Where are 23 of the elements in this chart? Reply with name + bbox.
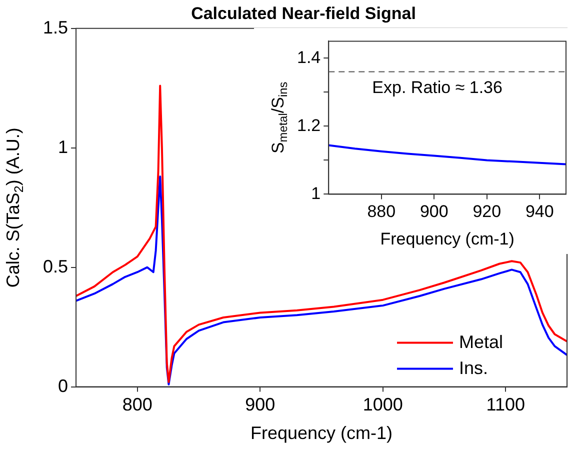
x-tick-label: 900 bbox=[420, 202, 448, 222]
y-tick-label: 0 bbox=[58, 376, 68, 396]
x-tick-label: 1100 bbox=[486, 394, 525, 415]
x-tick-label: 800 bbox=[122, 394, 152, 415]
x-axis-title: Frequency (cm-1) bbox=[380, 229, 514, 248]
y-tick-label: 1.2 bbox=[296, 116, 321, 135]
legend-label: Ins. bbox=[459, 358, 488, 378]
x-tick-label: 1000 bbox=[362, 394, 403, 415]
x-tick-label: 940 bbox=[525, 202, 554, 222]
chart-title: Calculated Near-field Signal bbox=[191, 4, 416, 23]
x-axis-title: Frequency (cm-1) bbox=[250, 423, 393, 444]
y-tick-label: 1 bbox=[311, 184, 321, 203]
ref-line-label: Exp. Ratio ≈ 1.36 bbox=[372, 78, 502, 97]
x-tick-label: 900 bbox=[245, 394, 276, 415]
y-tick-label: 0.5 bbox=[42, 256, 68, 276]
y-axis-title: Smetal/Sins bbox=[268, 82, 290, 154]
x-tick-label: 920 bbox=[472, 202, 502, 222]
legend-label: Metal bbox=[459, 332, 504, 352]
y-tick-label: 1.4 bbox=[296, 48, 321, 67]
y-axis-title: Calc. S(TaS2) (A.U.) bbox=[2, 128, 26, 288]
y-tick-label: 1.5 bbox=[42, 17, 68, 38]
y-tick-label: 1 bbox=[58, 136, 68, 157]
x-tick-label: 880 bbox=[367, 202, 396, 222]
